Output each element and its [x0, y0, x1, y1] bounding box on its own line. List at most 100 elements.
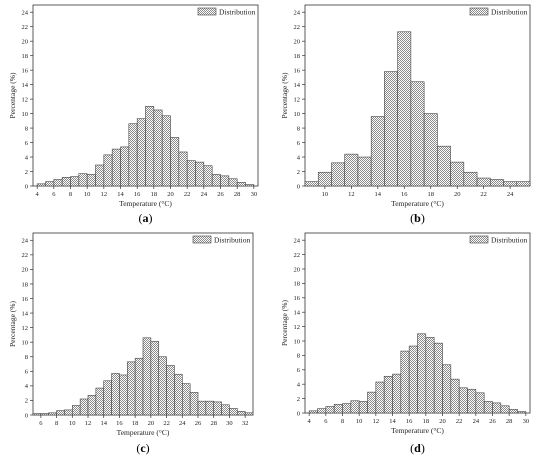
bar: [53, 179, 63, 187]
bar: [40, 413, 50, 416]
y-tick-label: 20: [294, 39, 301, 46]
x-tick-label: 14: [375, 191, 382, 198]
x-tick-label: 22: [184, 191, 191, 198]
x-tick-label: 20: [439, 418, 446, 425]
bar: [61, 177, 71, 187]
y-tick-label: 10: [22, 340, 29, 347]
x-tick-label: 14: [117, 191, 124, 198]
x-tick-label: 16: [406, 418, 413, 425]
x-tick-label: 10: [69, 420, 76, 427]
x-tick-label: 22: [456, 418, 463, 425]
y-tick-label: 8: [25, 354, 28, 361]
x-tick-label: 6: [52, 191, 56, 198]
x-tick-label: 24: [507, 191, 514, 198]
x-tick-label: 24: [473, 418, 480, 425]
bar: [342, 403, 352, 414]
y-tick-label: 8: [297, 125, 300, 132]
y-tick-label: 0: [25, 412, 28, 419]
bar: [70, 176, 80, 187]
bar: [78, 173, 88, 187]
x-tick-label: 26: [489, 418, 496, 425]
legend-label: Distribution: [219, 7, 256, 16]
bar: [166, 365, 175, 416]
bar: [36, 183, 46, 187]
x-tick-label: 30: [523, 418, 530, 425]
bar: [483, 401, 493, 414]
y-tick-label: 14: [22, 310, 29, 317]
legend: Distribution: [469, 7, 528, 16]
y-tick-label: 18: [22, 281, 29, 288]
bar: [48, 412, 57, 416]
bar: [71, 405, 81, 416]
y-tick-label: 22: [22, 252, 29, 259]
x-axis-label: Temperature (°C): [117, 428, 170, 437]
bar: [350, 400, 360, 414]
y-axis-label: Percentage (%): [8, 300, 17, 347]
bar: [392, 373, 402, 414]
y-tick-label: 12: [22, 96, 29, 103]
bar: [245, 184, 255, 187]
x-tick-label: 20: [167, 191, 174, 198]
panel-label: (a): [139, 211, 153, 225]
bar: [181, 383, 191, 416]
y-tick-label: 22: [294, 24, 301, 31]
bar: [103, 154, 113, 187]
x-tick-label: 10: [84, 191, 91, 198]
bar: [433, 342, 443, 414]
bar: [344, 153, 359, 187]
bar: [136, 118, 146, 187]
bar: [492, 402, 502, 414]
y-tick-label: 22: [22, 24, 29, 31]
x-tick-label: 30: [226, 420, 233, 427]
bar: [111, 373, 120, 416]
bar: [516, 181, 531, 187]
x-tick-label: 18: [427, 191, 434, 198]
y-tick-label: 12: [294, 96, 301, 103]
x-axis-label: Temperature (°C): [391, 199, 444, 208]
bar: [221, 404, 230, 416]
x-tick-label: 8: [341, 418, 344, 425]
legend-label: Distribution: [491, 7, 528, 16]
legend: Distribution: [197, 7, 256, 16]
bar: [126, 361, 136, 416]
x-tick-label: 18: [151, 191, 158, 198]
bar: [128, 123, 138, 187]
x-axis-label: Temperature (°C): [119, 199, 172, 208]
y-tick-label: 6: [297, 367, 301, 374]
y-tick-label: 16: [294, 295, 301, 302]
bar: [111, 148, 121, 187]
bar: [408, 345, 418, 414]
y-tick-label: 20: [22, 267, 29, 274]
bar: [367, 391, 377, 414]
x-tick-label: 10: [356, 418, 363, 425]
bar: [153, 109, 163, 187]
bar: [189, 392, 199, 416]
bar: [503, 181, 518, 187]
bar: [458, 387, 468, 414]
legend-swatch: [469, 7, 489, 16]
y-tick-label: 0: [25, 183, 28, 190]
y-tick-label: 6: [297, 140, 301, 147]
y-tick-label: 14: [294, 310, 301, 317]
x-tick-label: 12: [373, 418, 380, 425]
y-tick-label: 0: [297, 183, 300, 190]
bar: [79, 398, 89, 416]
x-tick-label: 16: [134, 191, 141, 198]
panel-label: (d): [410, 441, 425, 455]
y-tick-label: 6: [25, 140, 29, 147]
bar: [145, 106, 155, 187]
bar: [397, 31, 412, 187]
bar: [489, 179, 504, 187]
y-tick-label: 8: [297, 353, 300, 360]
x-tick-label: 22: [480, 191, 487, 198]
bar: [476, 177, 491, 187]
x-tick-label: 16: [116, 420, 123, 427]
bar: [186, 160, 196, 187]
panel-label: (c): [136, 441, 149, 455]
y-tick-label: 18: [22, 53, 29, 60]
bar: [86, 174, 96, 187]
bar: [467, 388, 477, 414]
bar: [308, 410, 318, 414]
